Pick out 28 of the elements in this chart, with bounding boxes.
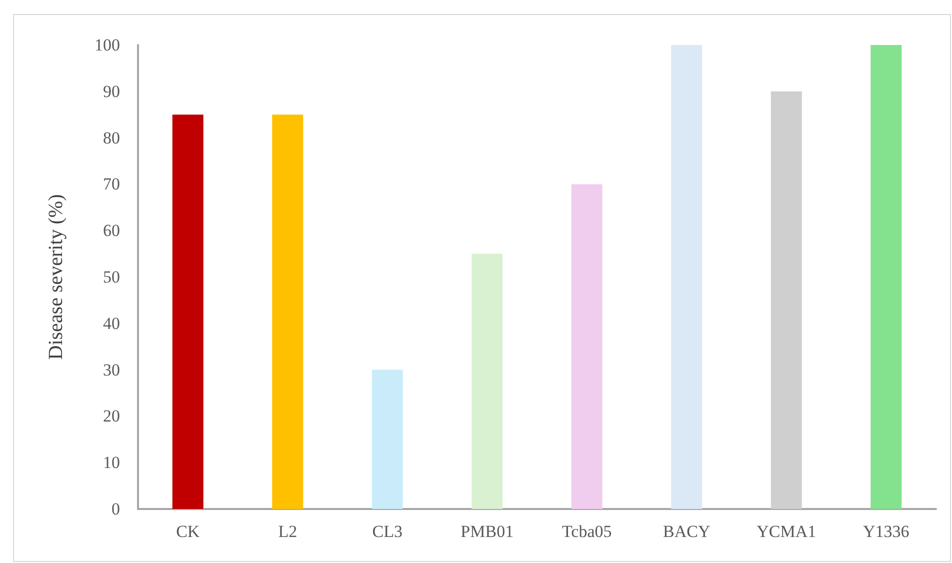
x-tick-label: BACY: [663, 522, 710, 541]
x-tick-label: Tcba05: [562, 522, 612, 541]
x-tick-label: PMB01: [460, 522, 514, 541]
x-tick-label: YCMA1: [756, 522, 816, 541]
bar: [472, 254, 503, 509]
y-tick-label: 40: [103, 314, 120, 333]
bar: [671, 45, 702, 509]
y-tick-label: 80: [103, 128, 120, 148]
y-axis-title: Disease severity (%): [45, 194, 67, 360]
y-tick-label: 30: [103, 360, 120, 380]
y-tick-label: 0: [112, 500, 120, 518]
bar: [372, 370, 403, 509]
bar: [172, 114, 204, 509]
y-tick-label: 90: [103, 82, 120, 101]
y-tick-label: 60: [103, 221, 120, 240]
y-tick-label: 70: [103, 174, 120, 194]
bar: [272, 114, 304, 509]
x-tick-label: CK: [176, 522, 200, 541]
x-tick-label: Y1336: [862, 522, 910, 541]
bar: [571, 184, 602, 509]
y-tick-label: 20: [103, 406, 120, 426]
bar: [770, 91, 802, 509]
y-tick-label: 50: [103, 268, 120, 286]
x-tick-label: CL3: [372, 522, 402, 541]
y-tick-label: 10: [103, 453, 120, 472]
bar: [870, 45, 902, 509]
x-tick-label: L2: [278, 522, 298, 541]
y-tick-label: 100: [94, 36, 120, 54]
